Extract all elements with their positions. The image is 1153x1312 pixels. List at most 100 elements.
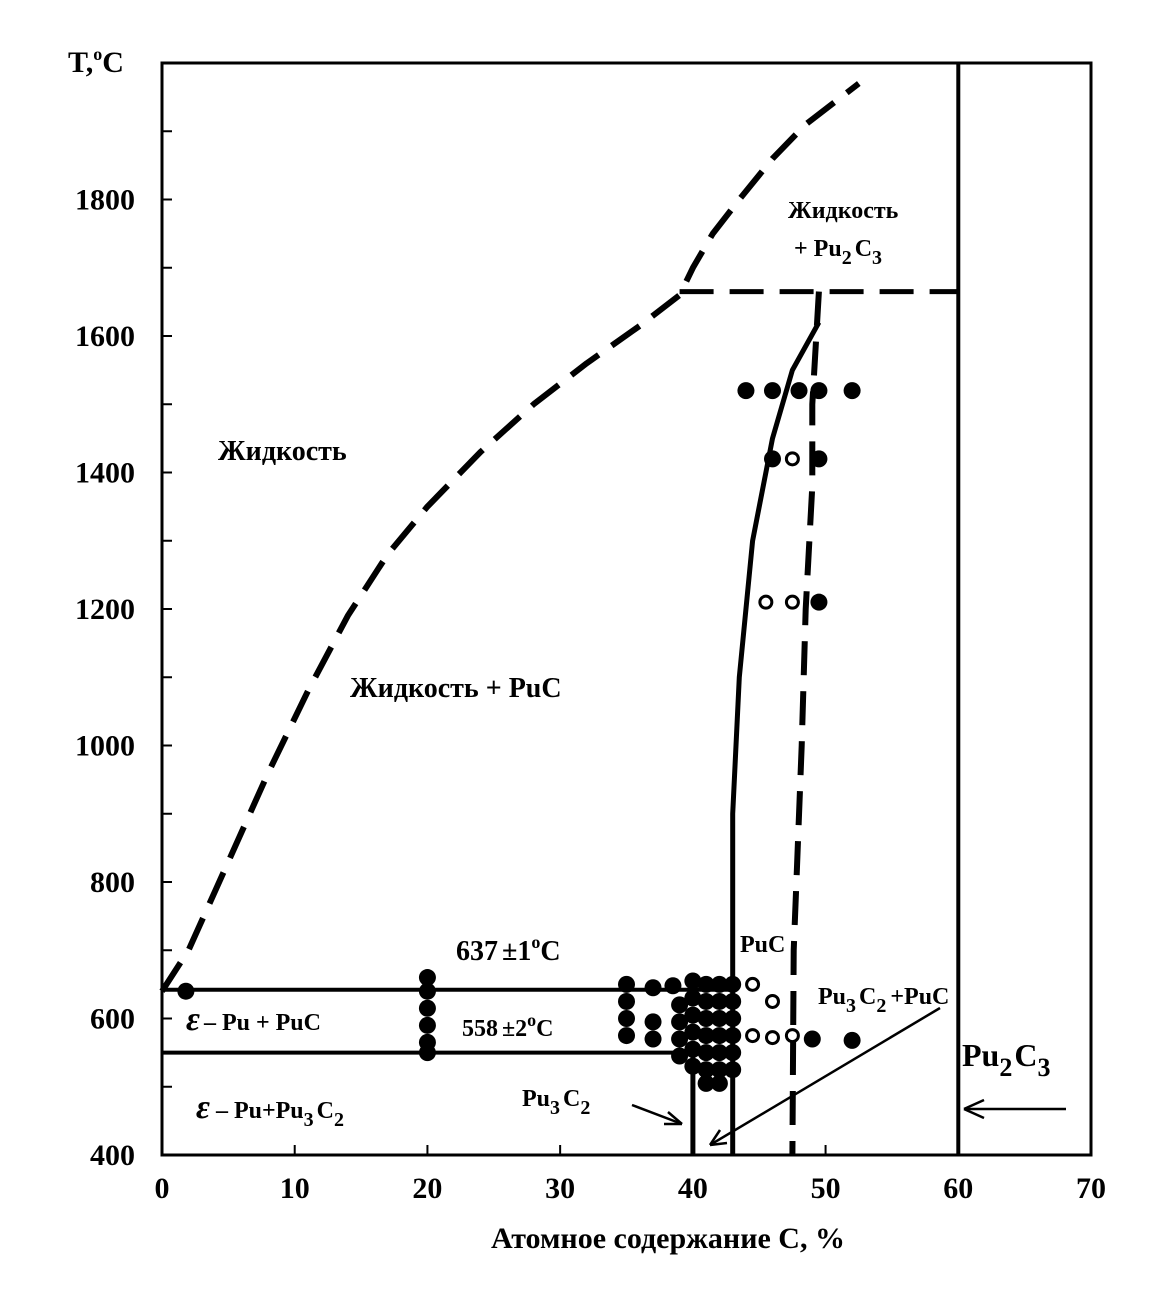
data-point-solid (618, 975, 635, 993)
data-point-solid (697, 992, 715, 1010)
data-point-solid (697, 1061, 715, 1079)
data-point-solid (710, 1074, 728, 1092)
data-point-solid (684, 1040, 702, 1058)
x-tick-label: 0 (155, 1172, 170, 1205)
data-point-solid (724, 1061, 742, 1079)
data-point-solid (724, 992, 742, 1010)
data-point-solid (710, 992, 728, 1010)
x-tick-label: 50 (811, 1172, 841, 1205)
pointer-arrows (631, 1006, 1066, 1147)
data-point-solid (684, 989, 702, 1007)
arrow-pu3c2-line (631, 1103, 683, 1126)
y-tick-label: 1400 (75, 457, 135, 490)
x-tick-label: 20 (412, 1172, 442, 1205)
x-tick-label: 30 (545, 1172, 575, 1205)
data-point-solid (810, 593, 828, 611)
data-point-solid (644, 979, 662, 997)
data-point-solid (671, 1013, 689, 1031)
data-point-open (784, 451, 800, 467)
data-point-solid (418, 999, 436, 1017)
data-point-solid (763, 382, 781, 400)
data-point-open (784, 1028, 800, 1044)
data-point-solid (697, 1074, 715, 1092)
data-point-solid (644, 1030, 662, 1048)
data-point-solid (790, 382, 808, 400)
data-point-solid (671, 1047, 689, 1065)
data-point-open (745, 1028, 761, 1044)
data-point-solid (803, 1030, 821, 1048)
data-point-solid (724, 1010, 742, 1027)
data-point-solid (644, 1013, 662, 1031)
y-tick-label: 400 (90, 1139, 135, 1172)
line-puc-upper-boundary-dashed (789, 291, 822, 1156)
y-tick-label: 1800 (75, 184, 135, 217)
data-point-solid (710, 975, 728, 993)
data-point-open (764, 1030, 780, 1046)
label-liquid-puc: Жидкость + PuC (350, 673, 562, 704)
data-point-solid (737, 382, 755, 400)
x-axis-title: Атомное содержание C, % (491, 1222, 845, 1255)
arrow-pu3c2-head (664, 1111, 683, 1126)
data-point-solid (710, 1061, 728, 1079)
data-point-solid (763, 450, 781, 468)
y-tick-label: 600 (90, 1003, 135, 1036)
data-point-solid (684, 1006, 702, 1024)
data-point-solid (724, 1044, 742, 1062)
label-eps-pu-puc: ε – Pu + PuC (186, 1001, 321, 1038)
label-puc: PuC (740, 932, 785, 958)
label-peritectoid-temp: 558 ±2oC (462, 1010, 554, 1042)
label-liquid-pu2c3-line1: Жидкость (788, 198, 899, 224)
label-pu3c2-puc: Pu3 C2 +PuC (818, 984, 949, 1017)
x-tick-label: 70 (1076, 1172, 1106, 1205)
data-point-solid (810, 450, 828, 468)
y-tick-label: 1200 (75, 593, 135, 626)
line-liquidus-dashed (159, 81, 861, 993)
data-point-solid (710, 1010, 728, 1027)
label-eutectic-temp: 637 ±1oC (456, 932, 561, 967)
data-point-open (745, 976, 761, 992)
data-point-solid (697, 1010, 715, 1027)
data-point-solid (418, 982, 436, 1000)
label-pu2c3: Pu2C3 (962, 1037, 1050, 1082)
data-point-solid (671, 996, 689, 1014)
data-point-solid (724, 1027, 742, 1045)
data-point-solid (684, 1023, 702, 1041)
data-point-solid (697, 1044, 715, 1062)
y-tick-label: 800 (90, 866, 135, 899)
data-point-open (758, 594, 774, 610)
y-tick-label: 1600 (75, 320, 135, 353)
data-point-solid (618, 992, 635, 1010)
arrow-pu3c2-puc-head (708, 1129, 728, 1147)
data-point-solid (618, 1010, 635, 1027)
label-liquid: Жидкость (218, 436, 347, 467)
arrow-pu3c2-puc-line (709, 1006, 941, 1147)
y-tick-label: 1000 (75, 730, 135, 763)
data-point-solid (618, 1027, 635, 1045)
data-point-solid (684, 972, 702, 990)
data-point-solid (684, 1057, 702, 1075)
plot-frame (160, 61, 1093, 1157)
data-point-solid (697, 1027, 715, 1045)
arrow-pu2c3-head (963, 1098, 985, 1120)
data-point-solid (710, 1027, 728, 1045)
data-point-solid (418, 969, 436, 987)
data-point-solid (664, 977, 682, 995)
data-point-solid (418, 1016, 436, 1034)
x-tick-label: 60 (943, 1172, 973, 1205)
plot-marks (159, 63, 961, 1156)
label-liquid-pu2c3-line2: + Pu2 C3 (794, 236, 882, 269)
data-point-open (764, 993, 780, 1009)
label-pu3c2: Pu3 C2 (522, 1086, 590, 1119)
data-point-solid (697, 975, 715, 993)
x-tick-label: 10 (280, 1172, 310, 1205)
data-point-solid (671, 1030, 689, 1048)
data-point-solid (810, 382, 828, 400)
y-axis-title: T,oC (68, 44, 124, 79)
label-eps-pu-pu3c2: ε – Pu+Pu3 C2 (196, 1089, 344, 1131)
line-puc-lower-boundary (730, 321, 822, 1155)
x-tick-label: 40 (678, 1172, 708, 1205)
data-point-open (784, 594, 800, 610)
data-point-solid (710, 1044, 728, 1062)
data-point-solid (177, 982, 195, 1000)
